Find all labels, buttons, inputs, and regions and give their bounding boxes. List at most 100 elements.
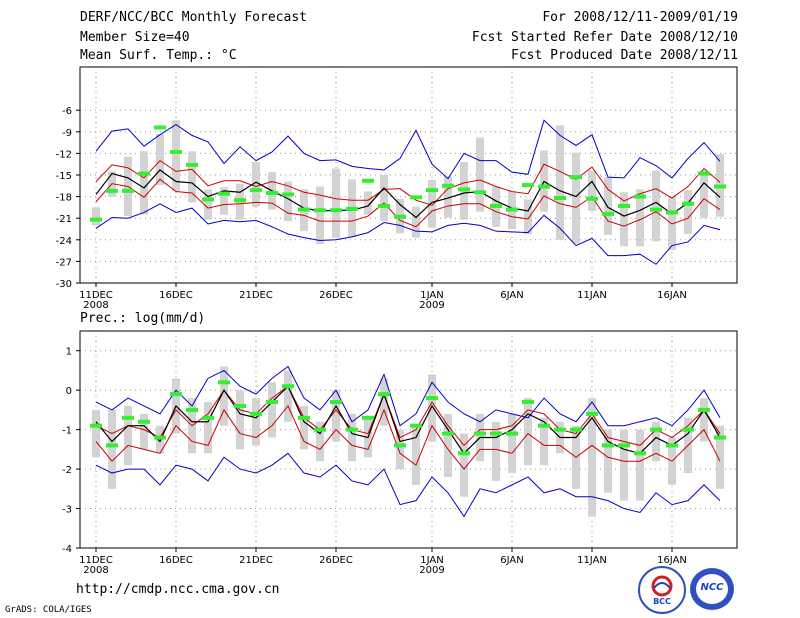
ensemble-box [268,382,276,438]
observed-marker [138,171,150,176]
ensemble-box [92,207,100,226]
ensemble-box [540,417,548,466]
ensemble-box [220,187,228,215]
x-tick-label: 11JAN [577,555,607,566]
forecast-period: For 2008/12/11-2009/01/19 [542,10,738,25]
observed-marker [394,443,406,448]
x-year-label: 2009 [419,565,444,576]
observed-marker [650,427,662,432]
observed-marker [122,188,134,193]
ensemble-mean-line [95,385,721,455]
ensemble-box [652,421,660,462]
observed-marker [426,188,438,193]
observed-marker [602,443,614,448]
ensemble-mean-line [95,169,721,219]
observed-marker [666,210,678,215]
variable-label: Mean Surf. Temp.: °C [80,48,237,63]
bcc-logo: BCC [638,566,686,614]
x-tick-label: 21DEC [239,555,273,566]
observed-marker [330,208,342,213]
observed-marker [282,192,294,197]
ensemble-box [508,413,516,474]
ensemble-box [588,170,596,211]
ensemble-box [204,189,212,220]
ensemble-min-line [95,203,721,265]
x-year-label: 2008 [83,300,108,311]
upper-band-line [95,159,721,206]
x-tick-label: 16JAN [657,555,687,566]
observed-marker [458,187,470,192]
x-year-label: 2009 [419,300,444,311]
observed-marker [698,171,710,176]
observed-marker [314,208,326,213]
y-tick-label: -24 [56,236,72,247]
bcc-logo-text: BCC [653,597,671,606]
observed-marker [666,443,678,448]
ensemble-min-line [95,452,721,518]
ensemble-box [172,120,180,191]
observed-marker [186,407,198,412]
grads-credit: GrADS: COLA/IGES [5,605,92,615]
x-tick-label: 11DEC [79,290,113,301]
ensemble-box [380,175,388,222]
ensemble-box [652,170,660,242]
observed-marker [106,443,118,448]
x-tick-label: 1JAN [420,290,443,301]
observed-marker [154,435,166,440]
start-date: Fcst Started Refer Date 2008/12/10 [471,30,738,45]
observed-marker [538,423,550,428]
x-tick-label: 26DEC [319,290,353,301]
observed-marker [410,195,422,200]
y-tick-label: 0 [66,386,72,397]
observed-marker [106,188,118,193]
ensemble-max-line [95,365,721,427]
y-tick-label: -6 [62,106,72,117]
observed-marker [522,400,534,405]
ensemble-box [636,429,644,501]
y-tick-label: -27 [56,257,72,268]
observed-marker [234,403,246,408]
ensemble-box [716,425,724,489]
ensemble-box [252,162,260,207]
y-tick-label: -15 [56,171,72,182]
ensemble-box [444,176,452,218]
observed-marker [378,392,390,397]
observed-marker [218,191,230,196]
upper-band-line [95,385,721,447]
x-tick-label: 21DEC [239,290,273,301]
observed-marker [218,380,230,385]
observed-marker [250,411,262,416]
ensemble-box [620,429,628,501]
observed-marker [170,149,182,154]
observed-marker [90,423,102,428]
observed-marker [570,427,582,432]
ensemble-box [140,413,148,450]
ensemble-box [252,398,260,446]
observed-marker [538,184,550,189]
x-tick-label: 16JAN [657,290,687,301]
observed-marker [394,214,406,219]
ensemble-box [348,413,356,462]
observed-marker [506,431,518,436]
x-tick-label: 6JAN [500,555,523,566]
ensemble-box [236,390,244,450]
produced-date: Fcst Produced Date 2008/12/11 [511,48,738,63]
ensemble-box [412,206,420,238]
observed-marker [714,435,726,440]
y-tick-label: -21 [56,214,72,225]
ncc-logo-text: NCC [700,582,724,593]
observed-marker [138,419,150,424]
ensemble-box [604,177,612,235]
observed-marker [234,198,246,203]
observed-marker [682,201,694,206]
observed-marker [250,188,262,193]
observed-marker [426,396,438,401]
observed-marker [346,427,358,432]
observed-marker [298,207,310,212]
observed-marker [682,427,694,432]
y-tick-label: -4 [62,544,72,555]
observed-marker [650,207,662,212]
observed-marker [522,183,534,188]
observed-marker [202,415,214,420]
observed-marker [378,203,390,208]
